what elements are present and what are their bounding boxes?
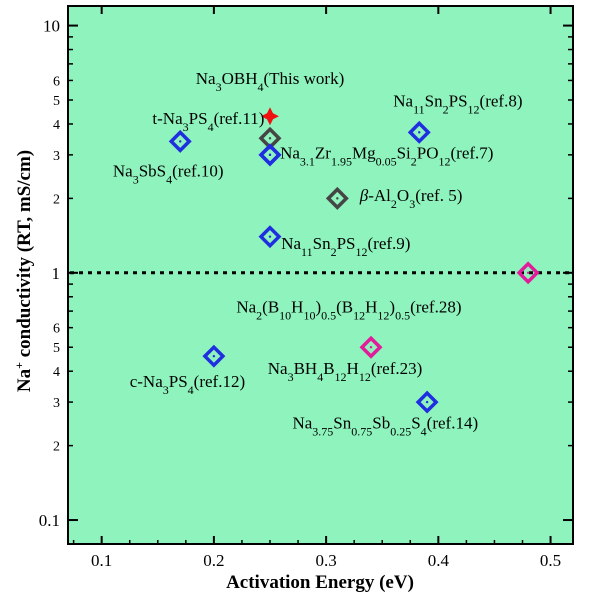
marker-center-dot [336,197,339,200]
diamond-marker [168,129,192,153]
y-minor-label: 5 [53,341,60,356]
marker-center-dot [268,153,272,157]
y-minor-label: 4 [53,365,60,380]
diamond-marker [202,344,226,368]
x-axis-title: Activation Energy (eV) [226,572,414,593]
x-tick-label: 0.2 [203,551,224,570]
marker-center-dot [526,271,530,275]
axes: 0.1 0.2 0.3 0.4 0.5 0.1 1 10 2 3 4 5 6 2 3 4 5 6 [39,6,573,570]
point-label: Na3BH4B12H12(ref.23) [268,359,423,384]
y-minor-label: 2 [53,192,60,207]
point-label: Na2(B10H10)0.5(B12H12)0.5(ref.28) [236,298,461,323]
y-axis-title: Na+ conductivity (RT, mS/cm) [12,150,35,392]
y-tick-label: 10 [43,17,60,36]
marker-center-dot [179,140,182,143]
star-marker [261,107,279,126]
y-minor-label: 2 [53,440,60,455]
x-tick-label: 0.5 [540,551,561,570]
marker-center-dot [212,354,216,358]
y-minor-label: 3 [53,396,60,411]
point-label: Na3.75Sn0.75Sb0.25S4(ref.14) [292,413,478,438]
y-minor-label: 6 [53,74,60,89]
y-minor-label: 3 [53,149,60,164]
point-label: Na3.1Zr1.95Mg0.05Si2PO12(ref.7) [280,143,493,168]
marker-center-dot [369,346,373,349]
x-tick-label: 0.1 [91,551,112,570]
y-tick-label: 1 [52,264,61,283]
marker-center-dot [418,131,421,134]
plot-background [67,5,574,545]
point-label: c-Na3PS4(ref.12) [130,372,245,397]
marker-center-dot [268,235,272,238]
point-label: t-Na3PS4(ref.11) [152,109,264,134]
y-tick-label: 0.1 [39,511,60,530]
diamond-marker [415,390,439,414]
data-points [168,107,540,414]
diamond-marker [407,120,431,144]
annotations: Na3OBH4(This work) t-Na3PS4(ref.11) Na11Sn… [113,69,523,438]
diamond-marker [516,261,540,285]
diamond-marker [258,225,282,249]
y-minor-label: 4 [53,118,60,133]
y-axis-title-plus: + [12,362,26,369]
y-axis-title-rest: conductivity (RT, mS/cm) [14,150,35,362]
y-minor-label: 5 [53,94,60,109]
point-label: Na11Sn2PS12(ref.8) [393,92,522,117]
point-label: Na3OBH4(This work) [196,69,344,94]
y-axis-title-na: Na [14,368,35,392]
diamond-marker [325,186,349,210]
x-tick-label: 0.4 [428,551,450,570]
marker-center-dot [268,137,272,140]
diamond-marker [258,143,282,167]
point-label: Na11Sn2PS12(ref.9) [281,234,410,259]
diamond-marker [359,335,383,359]
svg-text:Na+ conductivity (RT, mS/cm): Na+ conductivity (RT, mS/cm) [12,150,35,392]
point-label: β-Al2O3(ref. 5) [359,186,463,211]
y-minor-label: 6 [53,322,60,337]
point-label: Na3SbS4(ref.10) [113,162,224,187]
marker-center-dot [425,400,429,404]
x-tick-label: 0.3 [315,551,336,570]
